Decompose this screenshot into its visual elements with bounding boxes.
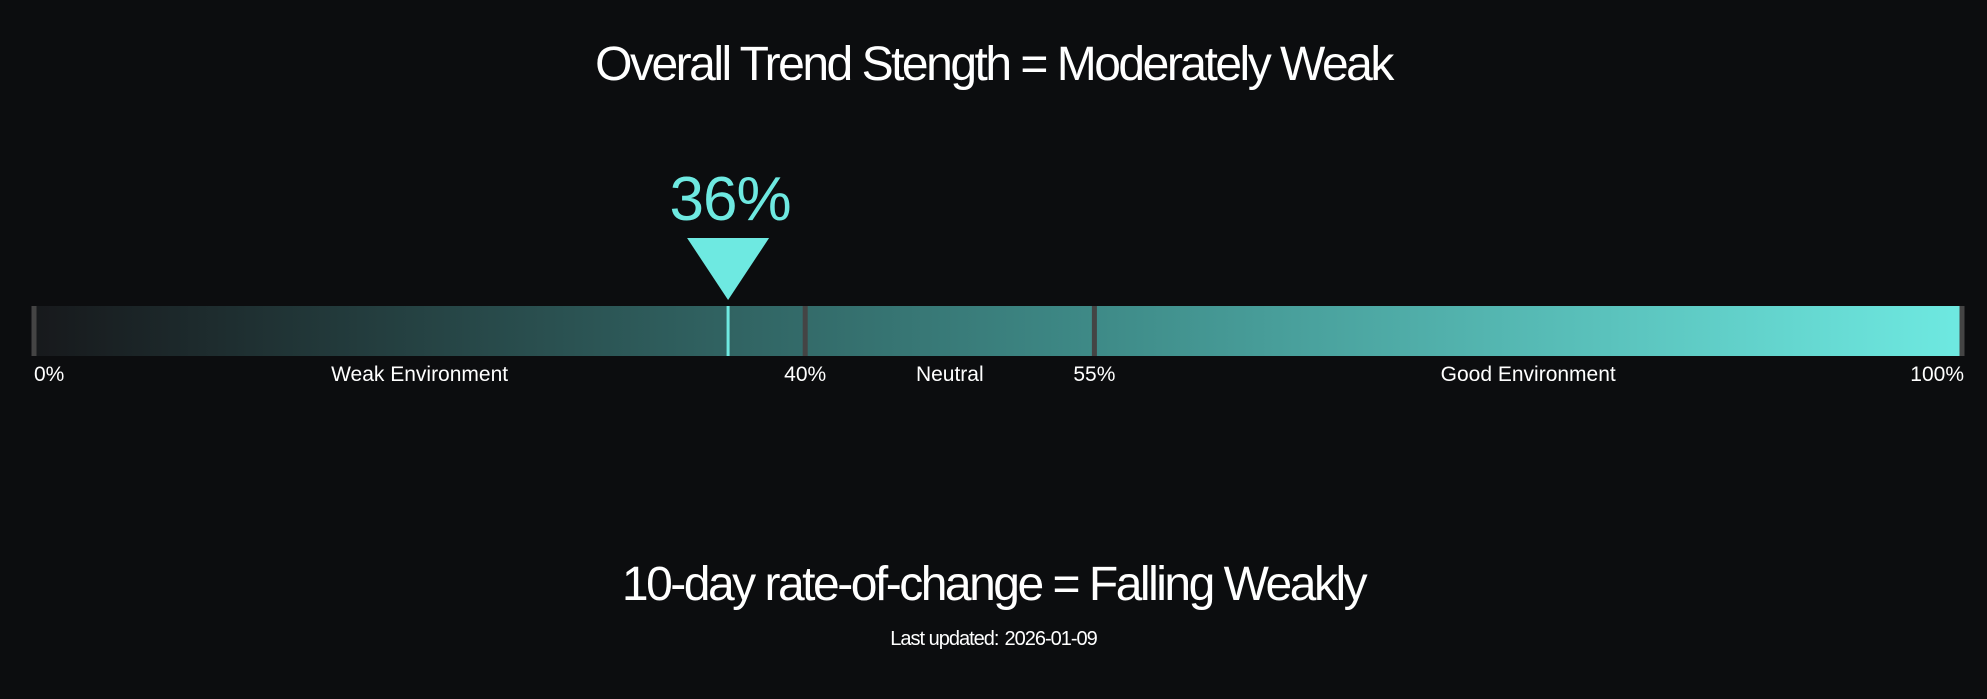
- last-updated-date: 2026-01-09: [1004, 628, 1097, 650]
- threshold-label-0: 0%: [34, 363, 64, 386]
- last-updated: Last updated: 2026-01-09: [0, 626, 1987, 652]
- last-updated-label: Last updated:: [890, 628, 999, 650]
- threshold-label-55: 55%: [1073, 363, 1115, 386]
- threshold-divider-55: [1091, 306, 1097, 356]
- gauge-value-label: 36%: [670, 165, 791, 234]
- threshold-label-100: 100%: [1910, 363, 1964, 386]
- trend-strength-gauge: 0% 40% 55% 100% Weak Environment Neutral Good…: [31, 165, 1965, 386]
- threshold-label-40: 40%: [784, 363, 826, 386]
- zone-label-weak-environment: Weak Environment: [331, 363, 508, 386]
- threshold-divider-0: [31, 306, 37, 356]
- value-pointer-triangle: [687, 238, 770, 300]
- threshold-divider-40: [802, 306, 808, 356]
- trend-strength-title: Overall Trend Stength = Moderately Weak: [595, 38, 1394, 91]
- zone-label-neutral: Neutral: [916, 363, 984, 386]
- zone-label-good-environment: Good Environment: [1441, 363, 1616, 386]
- threshold-divider-100: [1959, 306, 1965, 356]
- rate-of-change-title: 10-day rate-of-change = Falling Weakly: [621, 558, 1368, 611]
- gauge-bar: [34, 306, 1962, 356]
